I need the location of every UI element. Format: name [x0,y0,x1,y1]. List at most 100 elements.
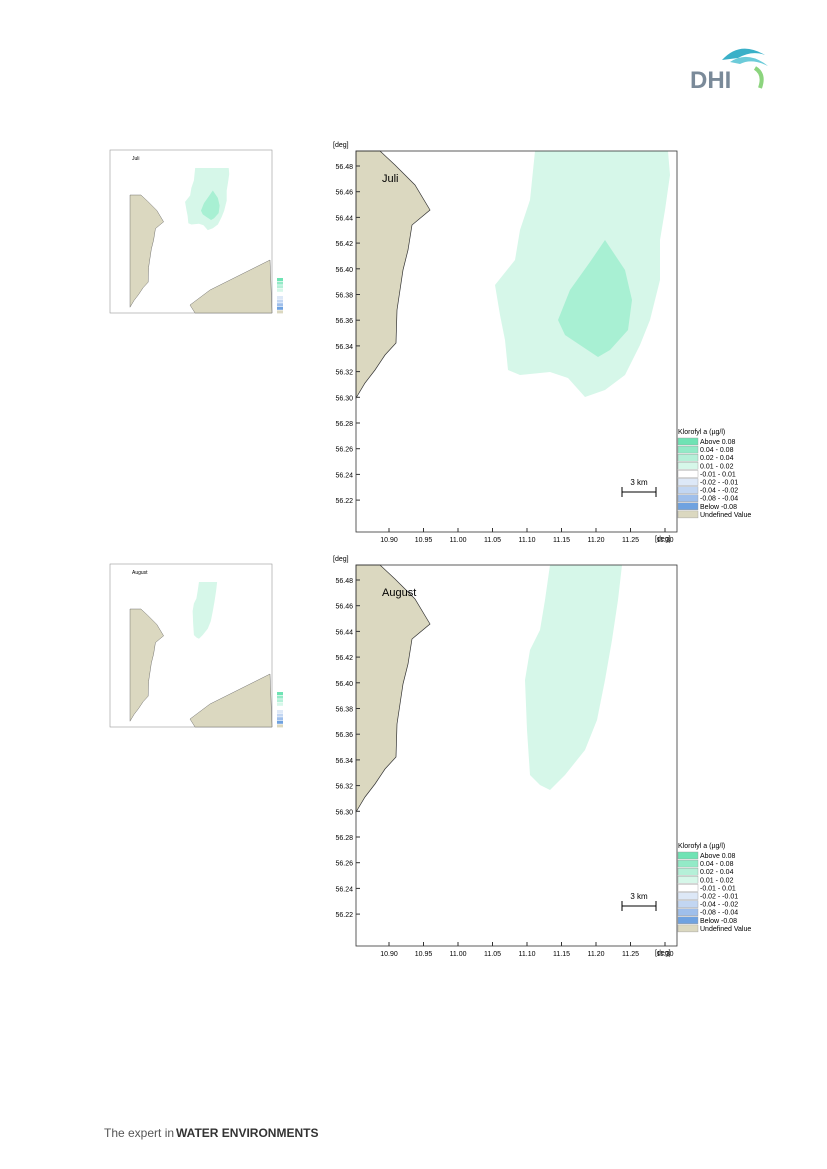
y-tick-label: 56.46 [335,604,353,611]
legend-swatch [677,494,699,502]
y-tick-label: 56.30 [335,395,353,402]
y-tick-label: 56.28 [335,835,353,842]
plume [525,565,622,790]
overview-land [129,194,164,308]
legend-label: Undefined Value [700,512,751,519]
y-tick-label: 56.46 [335,190,353,197]
x-tick-label: 10.90 [380,537,398,544]
legend-label: 0.01 - 0.02 [700,877,734,884]
logo-text: DHI [690,67,731,94]
legend-label: -0.04 - -0.02 [700,488,738,495]
overview-legend-swatch [277,288,283,292]
legend-label: -0.04 - -0.02 [700,902,738,909]
y-tick-label: 56.38 [335,707,353,714]
logo-wave [730,56,768,66]
legend-label: -0.08 - -0.04 [700,910,738,917]
legend-title: Klorofyl a (µg/l) [678,429,725,436]
y-tick-label: 56.32 [335,370,353,377]
x-unit: [deg] [655,950,671,957]
figure: August August [deg] [deg] 56.48 56.46 56.44 56.… [109,556,751,958]
y-tick-label: 56.26 [335,447,353,454]
y-tick-label: 56.42 [335,241,353,248]
legend-swatch [677,478,699,486]
scale-bar-label: 3 km [630,478,648,487]
legend-label: 0.02 - 0.04 [700,869,734,876]
overview-legend-swatch [277,292,283,296]
overview-legend-swatch [277,706,283,710]
overview-land [129,608,164,722]
y-tick-label: 56.48 [335,578,353,585]
x-tick-label: 10.90 [380,951,398,958]
legend-label: Above 0.08 [700,853,736,860]
footer-prefix: The expert in [104,1126,174,1140]
y-tick-label: 56.42 [335,655,353,662]
y-tick-label: 56.30 [335,809,353,816]
overview-legend-swatch [277,285,283,289]
x-tick-label: 11.05 [484,951,501,958]
x-tick-label: 11.05 [484,537,501,544]
legend-swatch [677,884,699,892]
x-tick-label: 11.00 [450,537,467,544]
legend-label: Below -0.08 [700,918,737,925]
x-tick-label: 11.25 [622,537,639,544]
overview-legend-swatch [277,699,283,703]
y-tick-label: 56.48 [335,164,353,171]
overview-plume [200,190,220,220]
logo: DHI [690,48,768,94]
overview-legend-swatch [277,713,283,717]
legend-swatch [677,868,699,876]
legend-swatch [677,510,699,519]
figure: Juli Juli [deg] [deg] 56.48 56.46 56.44 56.42 56… [109,142,751,544]
legend-label: -0.01 - 0.01 [700,885,736,892]
logo-wave [753,66,764,89]
y-tick-label: 56.44 [335,629,353,636]
y-unit: [deg] [333,142,349,149]
legend-title: Klorofyl a (µg/l) [678,843,725,850]
map-label: Juli [382,173,399,185]
scale-bar [621,901,657,911]
legend-label: Below -0.08 [700,504,737,511]
legend-swatch [677,445,699,454]
y-tick-label: 56.24 [335,472,353,479]
overview-legend-swatch [277,299,283,303]
x-tick-label: 11.25 [622,951,639,958]
overview-legend-swatch [277,724,283,728]
legend-swatch [677,851,699,860]
y-tick-label: 56.22 [335,498,353,505]
legend-swatch [677,876,699,884]
y-tick-label: 56.40 [335,267,353,274]
overview-land [189,673,273,728]
land [355,564,431,814]
legend-swatch [677,470,699,478]
overview-legend-swatch [277,695,283,699]
x-tick-label: 10.95 [415,537,433,544]
x-tick-label: 11.30 [657,537,674,544]
x-tick-label: 11.00 [450,951,467,958]
y-tick-label: 56.36 [335,732,353,739]
legend-label: 0.02 - 0.04 [700,455,734,462]
y-tick-label: 56.40 [335,681,353,688]
x-tick-label: 11.20 [588,537,605,544]
legend-swatch [677,454,699,462]
y-tick-label: 56.26 [335,861,353,868]
scale-bar-label: 3 km [630,892,648,901]
overview-legend-swatch [277,306,283,310]
footer-bold: WATER ENVIRONMENTS [176,1126,318,1140]
x-tick-label: 11.15 [553,537,570,544]
legend-swatch [677,486,699,494]
legend-label: -0.08 - -0.04 [700,496,738,503]
legend-swatch [677,462,699,470]
overview-legend-swatch [277,702,283,706]
x-tick-label: 10.95 [415,951,433,958]
overview-legend-swatch [277,310,283,314]
overview-label: August [132,570,148,576]
y-tick-label: 56.38 [335,293,353,300]
legend-swatch [677,892,699,900]
legend-swatch [677,908,699,916]
legend-label: 0.04 - 0.08 [700,447,734,454]
overview-legend-swatch [277,281,283,285]
y-tick-label: 56.24 [335,886,353,893]
legend-swatch [677,924,699,933]
x-tick-label: 11.10 [519,537,536,544]
